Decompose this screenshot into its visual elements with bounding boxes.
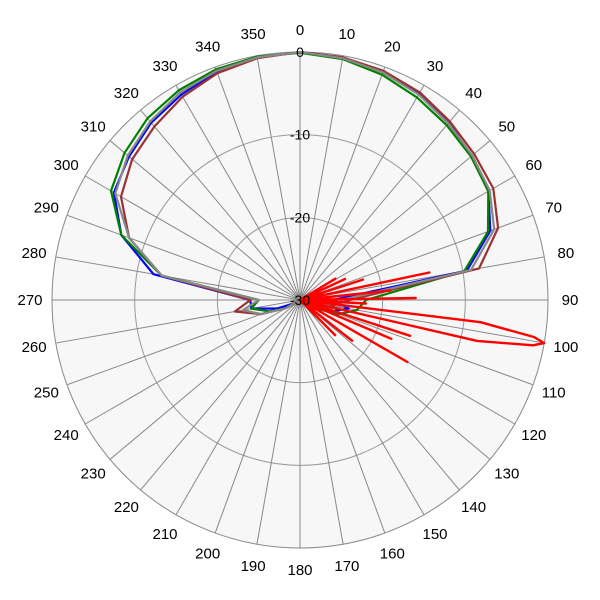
angle-tick-label: 70 [545,200,562,217]
angle-tick-label: 140 [461,499,486,516]
angle-spoke [299,55,344,301]
angle-spoke [299,299,344,545]
angle-tick-label: 310 [81,118,106,135]
angle-spoke [299,109,460,301]
angle-spoke [299,299,491,460]
radial-tick-label: 0 [296,44,304,60]
angle-spoke [256,55,301,301]
angle-tick-label: 190 [241,558,266,575]
angle-spoke [140,299,301,491]
angle-tick-label: 50 [498,118,515,135]
angle-tick-label: 260 [22,339,47,356]
radial-tick-label: -20 [290,209,310,225]
angle-spoke [140,109,301,301]
angle-tick-label: 180 [287,562,312,579]
angle-spoke [299,299,386,534]
angle-tick-label: 60 [525,157,542,174]
angle-tick-label: 80 [558,245,575,262]
angle-tick-label: 350 [241,26,266,43]
angle-spoke [214,66,301,301]
angle-spoke [109,140,301,301]
angle-tick-label: 240 [54,427,79,444]
angle-tick-label: 0 [296,22,304,39]
angle-tick-label: 210 [152,526,177,543]
angle-tick-label: 200 [195,546,220,563]
tick-labels: 0 10 20 30 40 50 60 70 80 90 100 110 120 130 140 150 160… [17,22,578,579]
angle-tick-label: 110 [542,384,566,401]
angle-spoke [55,256,301,301]
radial-tick-label: -30 [290,292,310,308]
angle-tick-label: 100 [553,339,578,356]
angle-tick-label: 230 [81,466,106,483]
angle-tick-label: 300 [54,157,79,174]
series-layer [109,50,546,364]
angle-tick-label: 220 [114,499,139,516]
angle-tick-label: 330 [152,58,177,75]
angle-spoke [299,66,386,301]
angle-spoke [299,256,545,301]
angle-spoke [299,299,460,491]
series-line-5 [298,271,546,364]
angle-tick-label: 160 [380,546,405,563]
angle-tick-label: 270 [17,292,42,309]
angle-spoke [66,214,301,301]
angle-spoke [109,299,301,460]
angle-spoke [299,84,425,301]
angle-tick-label: 120 [521,427,546,444]
angle-tick-label: 30 [427,58,444,75]
angle-tick-label: 290 [34,200,59,217]
angle-spoke [299,299,425,516]
angle-tick-label: 340 [195,38,220,55]
angle-spoke [256,299,301,545]
angle-tick-label: 280 [22,245,47,262]
angle-spoke [55,299,301,344]
angle-tick-label: 90 [562,292,579,309]
angle-spoke [299,140,491,301]
angle-spoke [84,299,301,425]
angle-spoke [214,299,301,534]
angle-tick-label: 150 [422,526,447,543]
angle-tick-label: 10 [339,26,356,43]
angle-tick-label: 130 [494,466,519,483]
angle-spoke [175,84,301,301]
angle-tick-label: 20 [384,38,401,55]
angle-tick-label: 40 [465,85,482,102]
radial-tick-label: -10 [290,127,310,143]
angle-spoke [175,299,301,516]
angle-tick-label: 250 [34,384,59,401]
angle-tick-label: 320 [114,85,139,102]
angle-tick-label: 170 [334,558,359,575]
